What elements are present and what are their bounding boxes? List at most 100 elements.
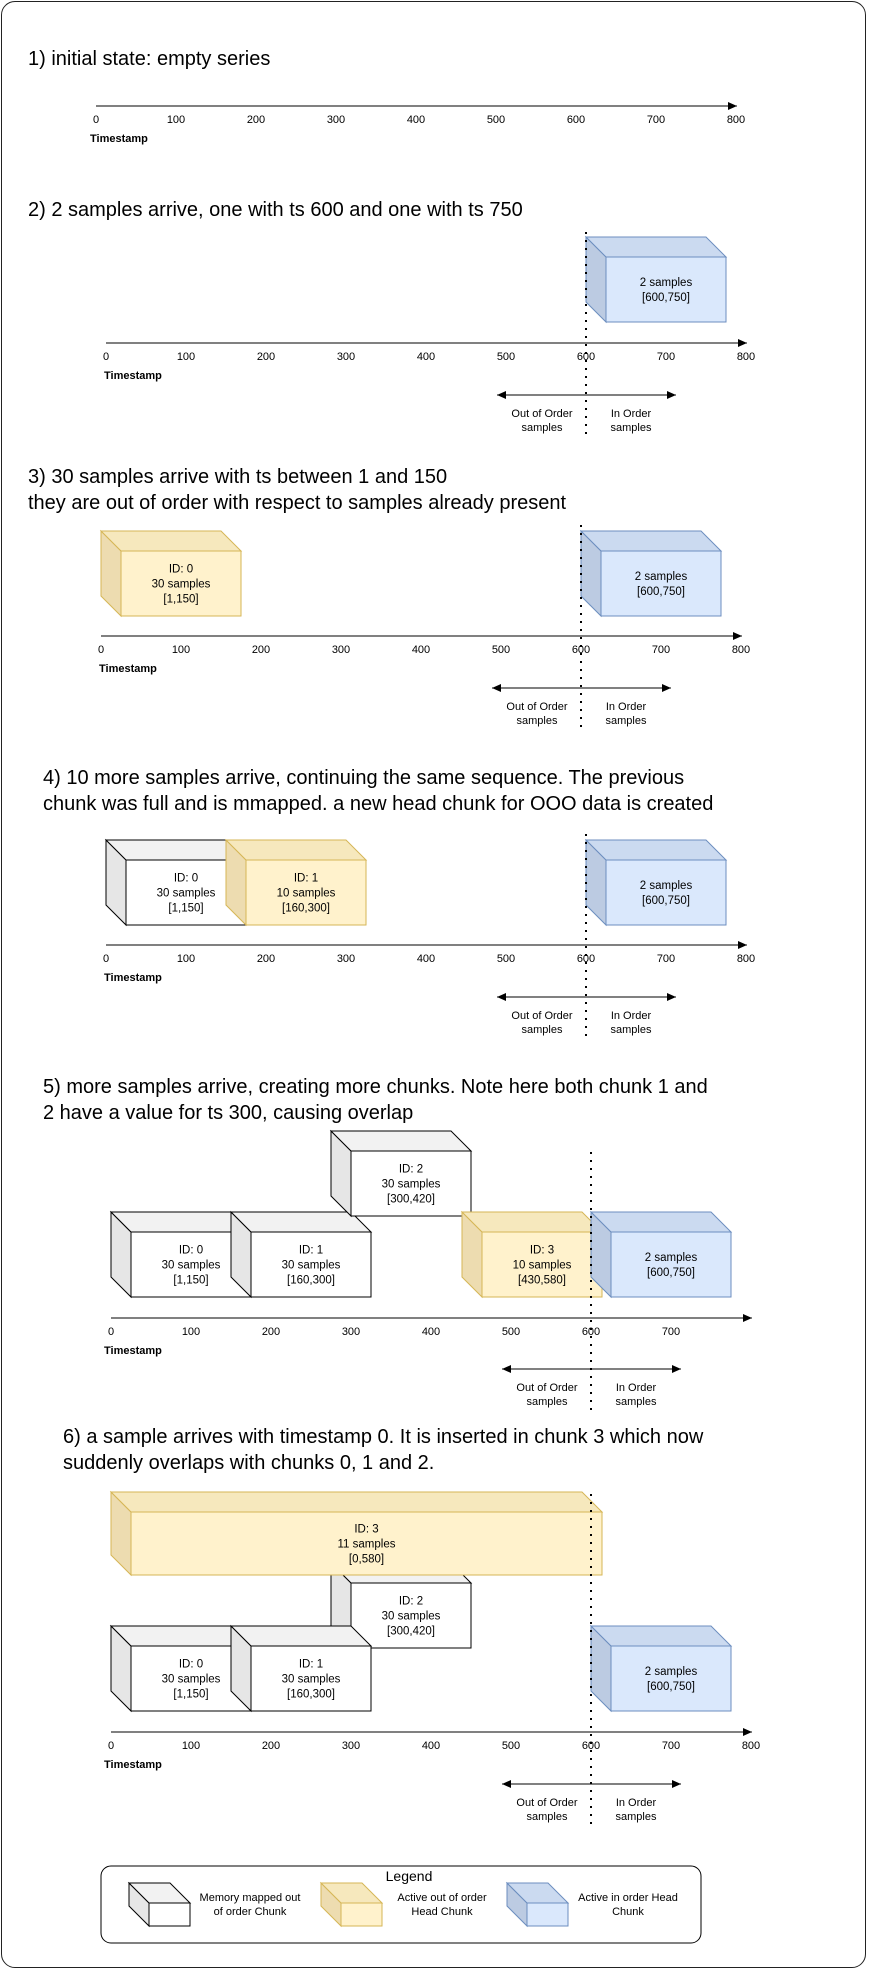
axis-tick-label: 500 — [497, 351, 515, 363]
chunk-label: [160,300] — [287, 1275, 335, 1287]
chunk-label: [430,580] — [518, 1275, 566, 1287]
chunk-box-ooo: ID: 3 11 samples [0,580] — [109, 1490, 604, 1577]
chunk-label: 30 samples — [157, 888, 216, 900]
axis-tick-label: 200 — [252, 644, 270, 656]
in-order-label: In Order — [616, 1382, 657, 1394]
axis-tick-label: 0 — [98, 644, 104, 656]
axis-tick-label: 400 — [407, 114, 425, 126]
axis-tick-label: 200 — [257, 953, 275, 965]
chunk-label: [160,300] — [287, 1689, 335, 1701]
axis-tick-label: 700 — [657, 953, 675, 965]
axis-label: Timestamp — [104, 972, 162, 984]
axis-tick-label: 300 — [337, 351, 355, 363]
axis-label: Timestamp — [90, 133, 148, 145]
axis-tick-label: 600 — [577, 953, 595, 965]
axis-tick-label: 600 — [582, 1740, 600, 1752]
chunk-label: ID: 2 — [399, 1164, 423, 1176]
axis-tick-label: 600 — [567, 114, 585, 126]
axis-tick-label: 700 — [652, 644, 670, 656]
axis-tick-label: 400 — [417, 953, 435, 965]
chunk-label: ID: 3 — [530, 1245, 554, 1257]
axis-tick-label: 100 — [172, 644, 190, 656]
legend: Legend Memory mapped out of order Chunk Act… — [100, 1865, 702, 1944]
axis-tick-label: 300 — [327, 114, 345, 126]
axis-tick-label: 500 — [492, 644, 510, 656]
chunk-label: [600,750] — [647, 1267, 695, 1279]
axis-tick-label: 0 — [108, 1326, 114, 1338]
chunk-box-inorder: 2 samples [600,750] — [584, 235, 728, 324]
axis-tick-label: 400 — [417, 351, 435, 363]
section-4: 4) 10 more samples arrive, continuing th… — [43, 767, 755, 1038]
legend-item-label: Head Chunk — [411, 1906, 473, 1918]
chunk-label: 11 samples — [338, 1539, 396, 1551]
section-title: they are out of order with respect to sa… — [28, 492, 567, 514]
chunk-box-mmap: ID: 1 30 samples [160,300] — [229, 1624, 373, 1713]
axis-tick-label: 100 — [182, 1740, 200, 1752]
chunk-label: 30 samples — [152, 579, 211, 591]
chunk-label: 30 samples — [382, 1179, 441, 1191]
chunk-label: 2 samples — [635, 571, 688, 583]
chunk-label: ID: 0 — [169, 564, 193, 576]
chunk-label: [1,150] — [163, 594, 198, 606]
out-of-order-label: Out of Order — [516, 1382, 577, 1394]
chunk-box-mmap: ID: 0 30 samples [1,150] — [109, 1624, 253, 1713]
axis-tick-label: 400 — [422, 1740, 440, 1752]
axis-tick-label: 700 — [662, 1326, 680, 1338]
axis-tick-label: 500 — [502, 1740, 520, 1752]
out-of-order-label: Out of Order — [511, 408, 572, 420]
chunk-label: [300,420] — [387, 1626, 435, 1638]
chunk-label: 30 samples — [162, 1674, 221, 1686]
section-title: 6) a sample arrives with timestamp 0. It… — [63, 1426, 704, 1448]
section-title: 1) initial state: empty series — [28, 48, 270, 70]
chunk-label: 30 samples — [282, 1260, 341, 1272]
legend-swatch-inorder — [505, 1881, 570, 1928]
chunk-label: ID: 2 — [399, 1596, 423, 1608]
axis-tick-label: 200 — [262, 1326, 280, 1338]
axis-tick-label: 300 — [337, 953, 355, 965]
out-of-order-label: Out of Order — [511, 1010, 572, 1022]
axis-tick-label: 300 — [342, 1326, 360, 1338]
axis-tick-label: 100 — [177, 351, 195, 363]
axis-tick-label: 100 — [182, 1326, 200, 1338]
chunk-label: ID: 1 — [299, 1659, 323, 1671]
legend-title: Legend — [386, 1868, 433, 1884]
out-of-order-label: samples — [517, 715, 558, 727]
chunk-label: ID: 3 — [354, 1524, 378, 1536]
axis-tick-label: 300 — [342, 1740, 360, 1752]
chunk-label: [160,300] — [282, 903, 330, 915]
chunk-label: ID: 0 — [179, 1659, 203, 1671]
chunk-label: [1,150] — [173, 1689, 208, 1701]
in-order-label: In Order — [611, 408, 652, 420]
in-order-label: In Order — [611, 1010, 652, 1022]
legend-item-label: Active in order Head — [578, 1892, 678, 1904]
chunk-label: [0,580] — [349, 1554, 384, 1566]
chunk-box-inorder: 2 samples [600,750] — [589, 1210, 733, 1299]
chunk-label: [600,750] — [647, 1681, 695, 1693]
out-of-order-label: samples — [522, 422, 563, 434]
legend-item-label: Chunk — [612, 1906, 644, 1918]
axis-label: Timestamp — [104, 370, 162, 382]
axis-label: Timestamp — [104, 1345, 162, 1357]
legend-swatch-mmap — [127, 1881, 192, 1928]
chunk-box-mmap: ID: 0 30 samples [1,150] — [104, 838, 248, 927]
axis-label: Timestamp — [99, 663, 157, 675]
section-title: 3) 30 samples arrive with ts between 1 a… — [28, 466, 447, 488]
in-order-label: samples — [606, 715, 647, 727]
chunk-label: [300,420] — [387, 1194, 435, 1206]
axis-tick-label: 600 — [577, 351, 595, 363]
chunk-label: 30 samples — [282, 1674, 341, 1686]
chunk-label: ID: 1 — [299, 1245, 323, 1257]
axis-tick-label: 0 — [103, 351, 109, 363]
axis-tick-label: 400 — [412, 644, 430, 656]
chunk-box-mmap: ID: 1 30 samples [160,300] — [229, 1210, 373, 1299]
axis-tick-label: 200 — [247, 114, 265, 126]
chunk-label: 30 samples — [162, 1260, 221, 1272]
chunk-label: 2 samples — [640, 277, 693, 289]
axis-tick-label: 600 — [582, 1326, 600, 1338]
out-of-order-label: samples — [522, 1024, 563, 1036]
axis-tick-label: 0 — [103, 953, 109, 965]
chunk-box-mmap: ID: 0 30 samples [1,150] — [109, 1210, 253, 1299]
chunk-box-inorder: 2 samples [600,750] — [589, 1624, 733, 1713]
in-order-label: In Order — [606, 701, 647, 713]
